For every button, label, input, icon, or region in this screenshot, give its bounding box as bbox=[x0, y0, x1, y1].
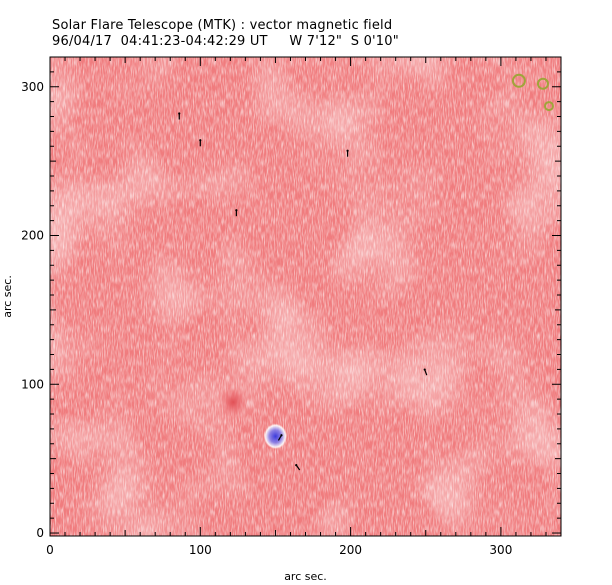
y-tick-label: 200 bbox=[21, 229, 44, 243]
reference-marker bbox=[536, 77, 549, 90]
field-noise bbox=[50, 57, 561, 536]
field-vector-head bbox=[280, 434, 283, 437]
x-tick-label: 100 bbox=[189, 543, 212, 557]
field-vector-head bbox=[346, 149, 349, 152]
x-axis-label: arc sec. bbox=[284, 570, 327, 583]
field-vector-head bbox=[295, 464, 298, 467]
y-tick-label: 300 bbox=[21, 80, 44, 94]
reference-marker bbox=[543, 101, 554, 112]
field-vector-head bbox=[178, 112, 181, 115]
plot-area bbox=[50, 57, 561, 536]
positive-polarity-region bbox=[218, 385, 249, 419]
y-tick-label: 0 bbox=[36, 526, 44, 540]
x-tick-label: 0 bbox=[46, 543, 54, 557]
x-tick-label: 200 bbox=[339, 543, 362, 557]
negative-polarity-region bbox=[263, 423, 288, 450]
reference-marker bbox=[511, 73, 526, 88]
field-vector-head bbox=[199, 139, 202, 142]
y-tick-label: 100 bbox=[21, 377, 44, 391]
chart-subtitle: 96/04/17 04:41:23-04:42:29 UT W 7'12" S … bbox=[52, 34, 399, 49]
y-axis-label: arc sec. bbox=[1, 275, 14, 318]
chart-title: Solar Flare Telescope (MTK) : vector mag… bbox=[52, 18, 393, 33]
field-vector-head bbox=[235, 209, 238, 212]
x-tick-label: 300 bbox=[489, 543, 512, 557]
field-vector-head bbox=[423, 368, 426, 371]
